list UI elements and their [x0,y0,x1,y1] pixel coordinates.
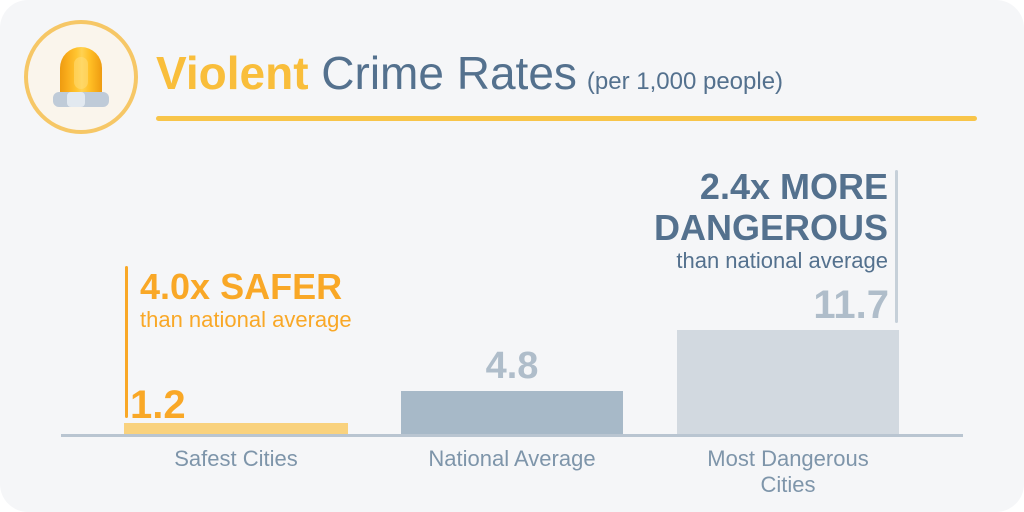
title-subtitle: (per 1,000 people) [586,68,784,95]
page-title: Violent Crime Rates (per 1,000 people) [156,46,783,100]
bar-most-dangerous-cities [677,330,899,434]
annotation-safest-headline: 4.0x SAFER [140,266,343,307]
x-axis-baseline [61,434,963,437]
category-label-dangerous: Most Dangerous Cities [707,446,869,497]
title-highlight: Violent [156,47,309,99]
title-rest: Crime Rates [308,47,577,99]
annotation-dangerous: 2.4x MORE DANGEROUS than national averag… [520,166,888,274]
annotation-safest-subtext: than national average [140,307,352,332]
siren-icon [53,47,109,107]
category-label-safest: Safest Cities [174,446,298,471]
annotation-dangerous-headline: 2.4x MORE DANGEROUS [653,166,888,248]
bar-value-safest: 1.2 [130,383,186,427]
siren-dome [60,47,102,97]
annotation-leader-line-safest [125,266,128,418]
siren-base-highlight [67,92,85,107]
annotation-dangerous-subtext: than national average [676,248,888,273]
bar-value-national: 4.8 [485,345,539,387]
annotation-leader-line-dangerous [895,170,898,323]
bar-safest-cities [124,423,348,434]
bar-national-average [401,391,623,434]
siren-dome-highlight [74,57,88,89]
siren-icon-badge [24,20,138,134]
siren-base [53,92,109,107]
bar-value-dangerous: 11.7 [813,283,889,327]
category-label-national: National Average [428,446,596,471]
annotation-safest: 4.0x SAFER than national average [140,266,352,333]
title-underline [156,116,977,121]
